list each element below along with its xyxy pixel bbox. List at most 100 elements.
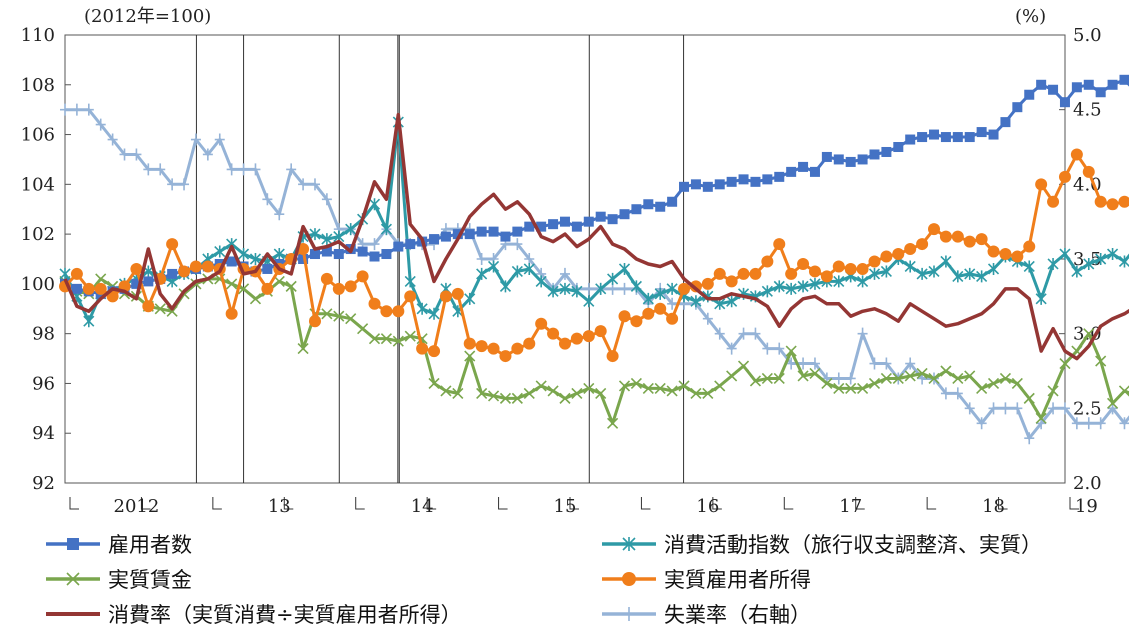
data-point (226, 278, 238, 290)
data-point (1095, 87, 1106, 98)
data-point (583, 382, 595, 394)
data-point (619, 282, 630, 295)
data-point (1024, 432, 1035, 445)
data-point (630, 377, 642, 390)
data-point (1024, 89, 1035, 100)
data-point (1000, 117, 1011, 128)
data-point (237, 248, 250, 261)
data-point (773, 372, 785, 385)
series-4 (63, 112, 1129, 361)
data-point (333, 249, 344, 260)
data-point (642, 382, 654, 394)
data-point (333, 310, 345, 322)
data-point (583, 216, 594, 227)
data-point (1107, 397, 1119, 409)
data-point (845, 382, 857, 394)
data-point (357, 323, 369, 335)
data-point (286, 163, 297, 176)
data-point (512, 226, 523, 237)
data-point (774, 342, 785, 355)
data-point (535, 275, 547, 288)
data-point (475, 340, 488, 353)
data-point (773, 238, 786, 251)
data-point (594, 325, 607, 338)
data-point (606, 350, 619, 363)
data-point (952, 270, 964, 283)
data-point (1119, 74, 1129, 85)
data-point (94, 282, 107, 295)
data-point (702, 312, 713, 325)
data-point (595, 387, 607, 399)
data-point (511, 342, 524, 355)
half-year-mark (69, 497, 79, 510)
data-point (558, 337, 571, 350)
data-point (976, 417, 987, 430)
data-point (298, 178, 309, 191)
left-tick-label: 98 (32, 324, 55, 345)
data-point (559, 282, 571, 295)
data-point (154, 303, 166, 315)
data-point (880, 265, 892, 278)
right-tick-label: 2.0 (1073, 473, 1102, 494)
legend-label-real-employee-income: 実質雇用者所得 (664, 568, 811, 592)
data-point (1071, 265, 1083, 278)
data-point (607, 417, 619, 429)
data-point (536, 221, 547, 232)
data-point (1048, 84, 1059, 95)
data-point (214, 245, 226, 258)
data-point (1083, 417, 1094, 430)
data-point (463, 337, 476, 350)
data-point (1059, 357, 1071, 370)
left-tick-label: 102 (21, 224, 55, 245)
year-label: 15 (554, 496, 577, 517)
data-point (999, 372, 1012, 385)
data-point (1059, 402, 1070, 415)
data-point (71, 103, 82, 116)
data-point (762, 174, 773, 185)
data-point (690, 387, 702, 399)
data-point (964, 132, 975, 143)
data-point (786, 357, 797, 370)
data-point (368, 297, 381, 310)
data-point (416, 342, 429, 355)
data-point (928, 265, 940, 278)
data-point (714, 327, 725, 340)
data-point (571, 221, 582, 232)
half-year-mark (783, 497, 794, 510)
data-point (143, 276, 154, 287)
data-point (988, 129, 999, 140)
data-point (131, 278, 142, 289)
data-point (690, 295, 702, 308)
data-point (452, 387, 464, 399)
data-point (1106, 198, 1119, 211)
data-point (726, 295, 738, 308)
data-point (916, 267, 928, 280)
data-point (1107, 248, 1119, 261)
data-point (107, 133, 118, 146)
data-point (798, 357, 809, 370)
data-point (951, 230, 964, 243)
data-point (631, 204, 642, 215)
data-point (167, 178, 178, 191)
left-tick-label: 110 (21, 25, 55, 46)
data-point (308, 315, 321, 328)
data-point (595, 211, 606, 222)
legend-item-consumption-rate: 消費率（実質消費÷実質雇用者所得） (44, 597, 462, 631)
data-point (1083, 257, 1095, 270)
data-point (429, 234, 440, 245)
data-point (952, 132, 963, 143)
legend-label-consumption-index: 消費活動指数（旅行収支調整済、実質） (664, 533, 1042, 557)
data-point (416, 302, 428, 315)
data-point (1023, 260, 1035, 273)
data-point (1011, 250, 1024, 263)
legend-item-employees: 雇用者数 (44, 527, 192, 561)
data-point (964, 267, 976, 280)
year-label: 19 (1075, 496, 1098, 517)
data-point (214, 133, 225, 146)
half-year-mark (712, 497, 722, 510)
data-point (523, 337, 536, 350)
series-line (64, 277, 1129, 425)
series-line (63, 120, 1129, 323)
data-point (833, 154, 844, 165)
data-point (1058, 170, 1071, 183)
